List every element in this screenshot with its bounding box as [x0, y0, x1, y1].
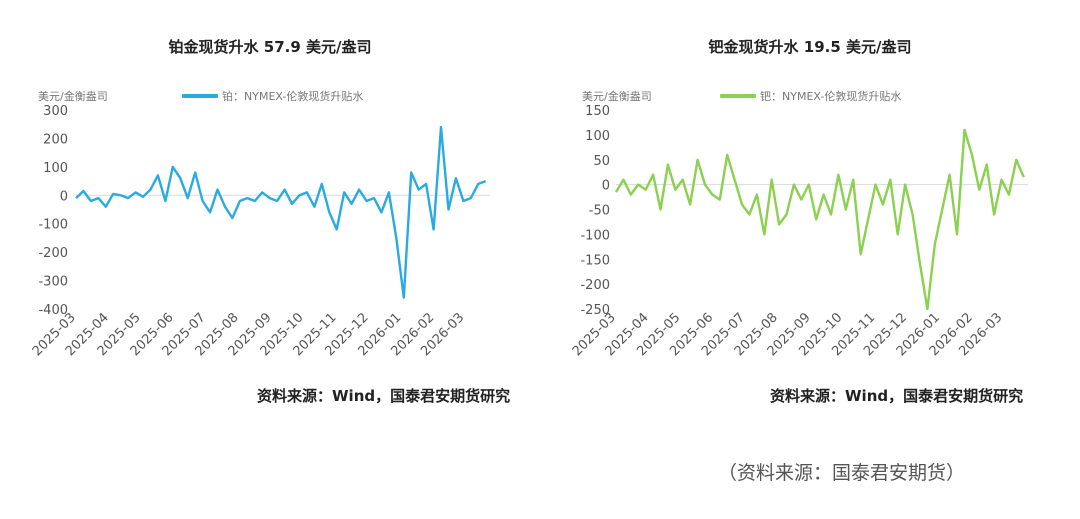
- line-chart-platinum: 3002001000-100-200-300-4002025-032025-04…: [30, 104, 490, 359]
- y-tick-label: -150: [580, 253, 610, 268]
- y-tick-label: -200: [38, 246, 68, 261]
- legend: 钯：NYMEX-伦敦现货升贴水: [720, 88, 901, 104]
- y-tick-label: 300: [43, 104, 68, 119]
- y-tick-label: 100: [43, 161, 68, 176]
- y-axis-unit: 美元/金衡盎司: [38, 90, 108, 103]
- series-line: [614, 128, 1025, 311]
- y-tick-label: -100: [580, 228, 610, 243]
- chart-title: 钯金现货升水 19.5 美元/盎司: [708, 38, 912, 56]
- chart-panel-palladium: 钯金现货升水 19.5 美元/盎司 美元/金衡盎司 钯：NYMEX-伦敦现货升贴…: [540, 0, 1080, 420]
- y-tick-label: 0: [60, 189, 68, 204]
- y-tick-label: 50: [593, 154, 610, 169]
- legend: 铂：NYMEX-伦敦现货升贴水: [182, 88, 363, 104]
- y-tick-label: -300: [38, 275, 68, 290]
- legend-label: 铂：NYMEX-伦敦现货升贴水: [222, 90, 364, 103]
- legend-label: 钯：NYMEX-伦敦现货升贴水: [760, 90, 902, 103]
- chart-panel-platinum: 铂金现货升水 57.9 美元/盎司 美元/金衡盎司 铂：NYMEX-伦敦现货升贴…: [0, 0, 540, 420]
- legend-swatch: [182, 94, 218, 98]
- y-tick-label: -200: [580, 278, 610, 293]
- y-tick-label: -100: [38, 218, 68, 233]
- y-tick-label: 0: [602, 179, 610, 194]
- source-note: 资料来源：Wind，国泰君安期货研究: [257, 387, 511, 405]
- y-tick-label: -400: [38, 303, 68, 318]
- y-tick-label: -250: [580, 303, 610, 318]
- source-note: 资料来源：Wind，国泰君安期货研究: [770, 387, 1024, 405]
- y-tick-label: -50: [589, 204, 610, 219]
- series-line: [75, 125, 487, 299]
- y-tick-label: 200: [43, 132, 68, 147]
- y-tick-label: 150: [585, 104, 610, 119]
- y-tick-label: 100: [585, 129, 610, 144]
- footer-source: （资料来源：国泰君安期货）: [718, 462, 966, 484]
- y-axis-unit: 美元/金衡盎司: [582, 90, 652, 103]
- line-chart-palladium: 150100500-50-100-150-200-2502025-032025-…: [570, 104, 1028, 359]
- legend-swatch: [720, 94, 756, 98]
- chart-title: 铂金现货升水 57.9 美元/盎司: [168, 38, 372, 56]
